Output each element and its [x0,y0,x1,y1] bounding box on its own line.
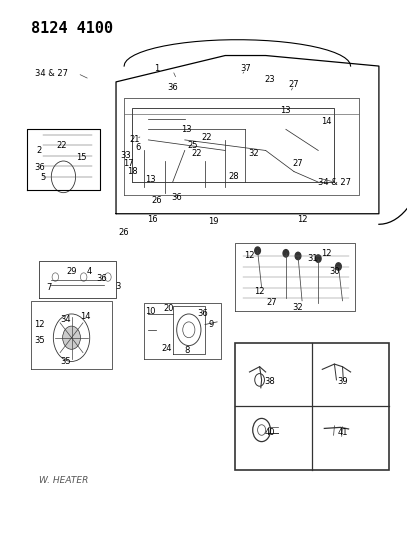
Text: 36: 36 [197,310,208,319]
Text: 27: 27 [288,80,299,89]
Text: 31: 31 [306,254,317,263]
Text: 36: 36 [34,163,45,172]
Text: 40: 40 [264,428,274,437]
Text: 9: 9 [208,320,213,329]
Text: 2: 2 [36,146,42,155]
Text: 4: 4 [87,267,92,276]
Text: 16: 16 [147,214,157,223]
Text: 15: 15 [76,154,87,163]
Text: 24: 24 [161,344,171,353]
Circle shape [294,252,300,260]
Text: 7: 7 [47,283,52,292]
Text: 25: 25 [187,141,198,150]
Text: 18: 18 [126,167,137,176]
Text: 22: 22 [201,133,212,142]
Text: 17: 17 [123,159,133,168]
Text: 41: 41 [337,428,347,437]
Text: 12: 12 [34,320,44,329]
Text: 10: 10 [145,307,155,316]
Text: 34 & 27: 34 & 27 [317,177,350,187]
Text: 12: 12 [244,252,254,261]
Text: 12: 12 [296,214,307,223]
Text: 29: 29 [66,267,76,276]
Text: 14: 14 [320,117,331,126]
Circle shape [335,263,340,270]
Circle shape [254,247,260,254]
Text: 22: 22 [191,149,202,158]
Text: 23: 23 [264,75,274,84]
Text: 26: 26 [151,196,162,205]
Text: 12: 12 [320,249,331,258]
Text: 8124 4100: 8124 4100 [31,21,113,36]
Text: 33: 33 [121,151,131,160]
Text: 20: 20 [163,304,173,313]
Text: 39: 39 [336,377,347,386]
Text: 34: 34 [60,315,71,324]
Text: 37: 37 [240,64,250,73]
Circle shape [282,249,288,257]
Text: 30: 30 [328,267,339,276]
Text: 26: 26 [119,228,129,237]
Text: 27: 27 [266,298,276,307]
Text: 35: 35 [34,336,45,345]
Circle shape [63,326,80,349]
Text: 8: 8 [184,346,189,356]
Text: 6: 6 [135,143,141,152]
Text: 12: 12 [254,287,264,296]
Text: 32: 32 [292,303,303,312]
Text: 13: 13 [145,175,155,184]
Text: 3: 3 [115,281,120,290]
Text: 35: 35 [60,357,71,366]
Text: 27: 27 [292,159,303,168]
Text: 36: 36 [167,83,178,92]
Text: 38: 38 [264,377,274,386]
Text: 13: 13 [181,125,192,134]
Text: 21: 21 [129,135,139,144]
Text: 13: 13 [280,107,290,116]
Text: 36: 36 [171,193,182,203]
Text: 5: 5 [40,173,46,182]
Text: 14: 14 [80,312,91,321]
Circle shape [315,255,320,262]
Text: 32: 32 [247,149,258,158]
Bar [235,343,388,470]
Text: 19: 19 [207,217,218,226]
Text: 28: 28 [227,172,238,181]
Text: 22: 22 [56,141,67,150]
Text: 34 & 27: 34 & 27 [35,69,67,78]
Text: W. HEATER: W. HEATER [39,477,88,486]
Text: 1: 1 [153,64,159,73]
Text: 36: 36 [96,273,107,282]
